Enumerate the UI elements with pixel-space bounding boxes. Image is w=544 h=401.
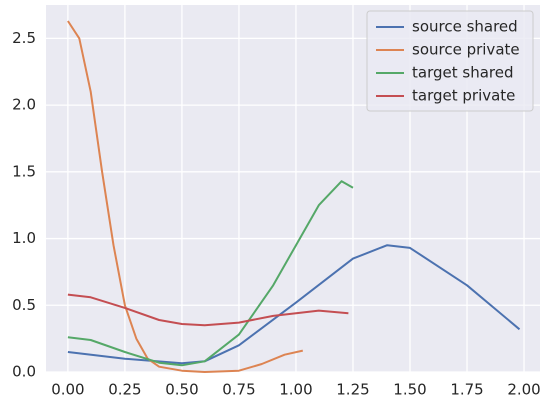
y-tick-label: 2.5 [12,29,36,47]
x-tick-label: 1.25 [336,381,369,399]
y-tick-label: 1.0 [12,229,36,247]
x-tick-label: 2.00 [507,381,540,399]
line [67,244,521,365]
legend-label: target private [412,87,515,105]
y-tick-label: 1.5 [12,162,36,180]
legend-box [366,10,534,112]
y-tick-label: 0.0 [12,363,36,381]
x-tick-label: 1.50 [393,381,426,399]
line [67,293,349,327]
y-tick-label: 2.0 [12,96,36,114]
x-tick-label: 0.25 [108,381,141,399]
x-tick-label: 0.50 [165,381,198,399]
x-tick-label: 0.75 [222,381,255,399]
line [67,180,354,367]
legend-label: target shared [412,64,513,82]
x-tick-label: 1.75 [450,381,483,399]
legend-label: source private [412,41,520,59]
x-tick-label: 1.00 [279,381,312,399]
y-tick-label: 0.5 [12,296,36,314]
legend: source shared source private target shared… [366,10,534,112]
x-tick-label: 0.00 [51,381,84,399]
legend-label: source shared [412,18,518,36]
